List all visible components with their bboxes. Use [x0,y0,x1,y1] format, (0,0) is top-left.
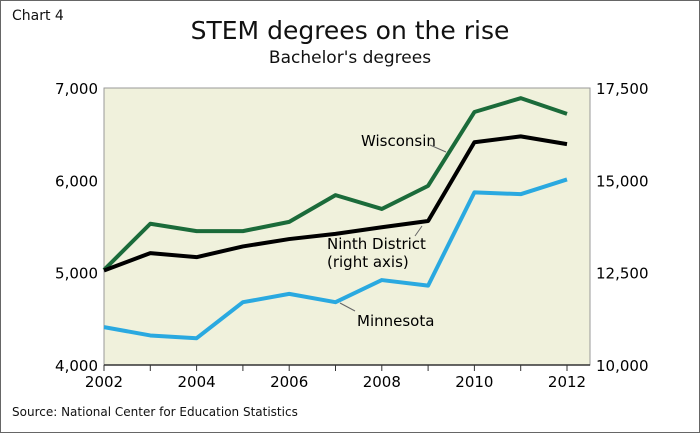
chart-number-label: Chart 4 [12,8,64,24]
series-label-minnesota: Minnesota [357,312,434,330]
y-left-tick-label: 7,000 [55,80,98,98]
plot-area [103,87,591,366]
x-tick-label: 2002 [85,373,123,391]
y-right-tick-label: 17,500 [596,80,649,98]
series-label-wisconsin: Wisconsin [361,132,436,150]
chart-subtitle: Bachelor's degrees [268,48,432,68]
series-label-ninth-district: Ninth District [327,235,426,253]
x-tick-label: 2006 [270,373,308,391]
y-left-tick-label: 6,000 [55,172,98,190]
x-tick-label: 2008 [363,373,401,391]
series-label-right-axis: (right axis) [327,253,409,271]
source-note: Source: National Center for Education St… [12,405,298,419]
y-left-tick-label: 5,000 [55,265,98,283]
label-leader [339,302,356,312]
x-tick-label: 2010 [455,373,493,391]
series-line-minnesota [103,177,568,341]
series-line-wisconsin [102,96,568,272]
label-leader [414,225,423,237]
y-right-tick-label: 15,000 [596,172,649,190]
y-left-tick-label: 4,000 [55,357,98,375]
y-right-tick-label: 10,000 [596,357,649,375]
series-line-ninth-district [103,134,568,273]
chart-title: STEM degrees on the rise [190,16,510,45]
y-right-tick-label: 12,500 [596,265,649,283]
label-leader [429,144,447,153]
x-tick-label: 2012 [548,373,586,391]
x-tick-label: 2004 [178,373,216,391]
